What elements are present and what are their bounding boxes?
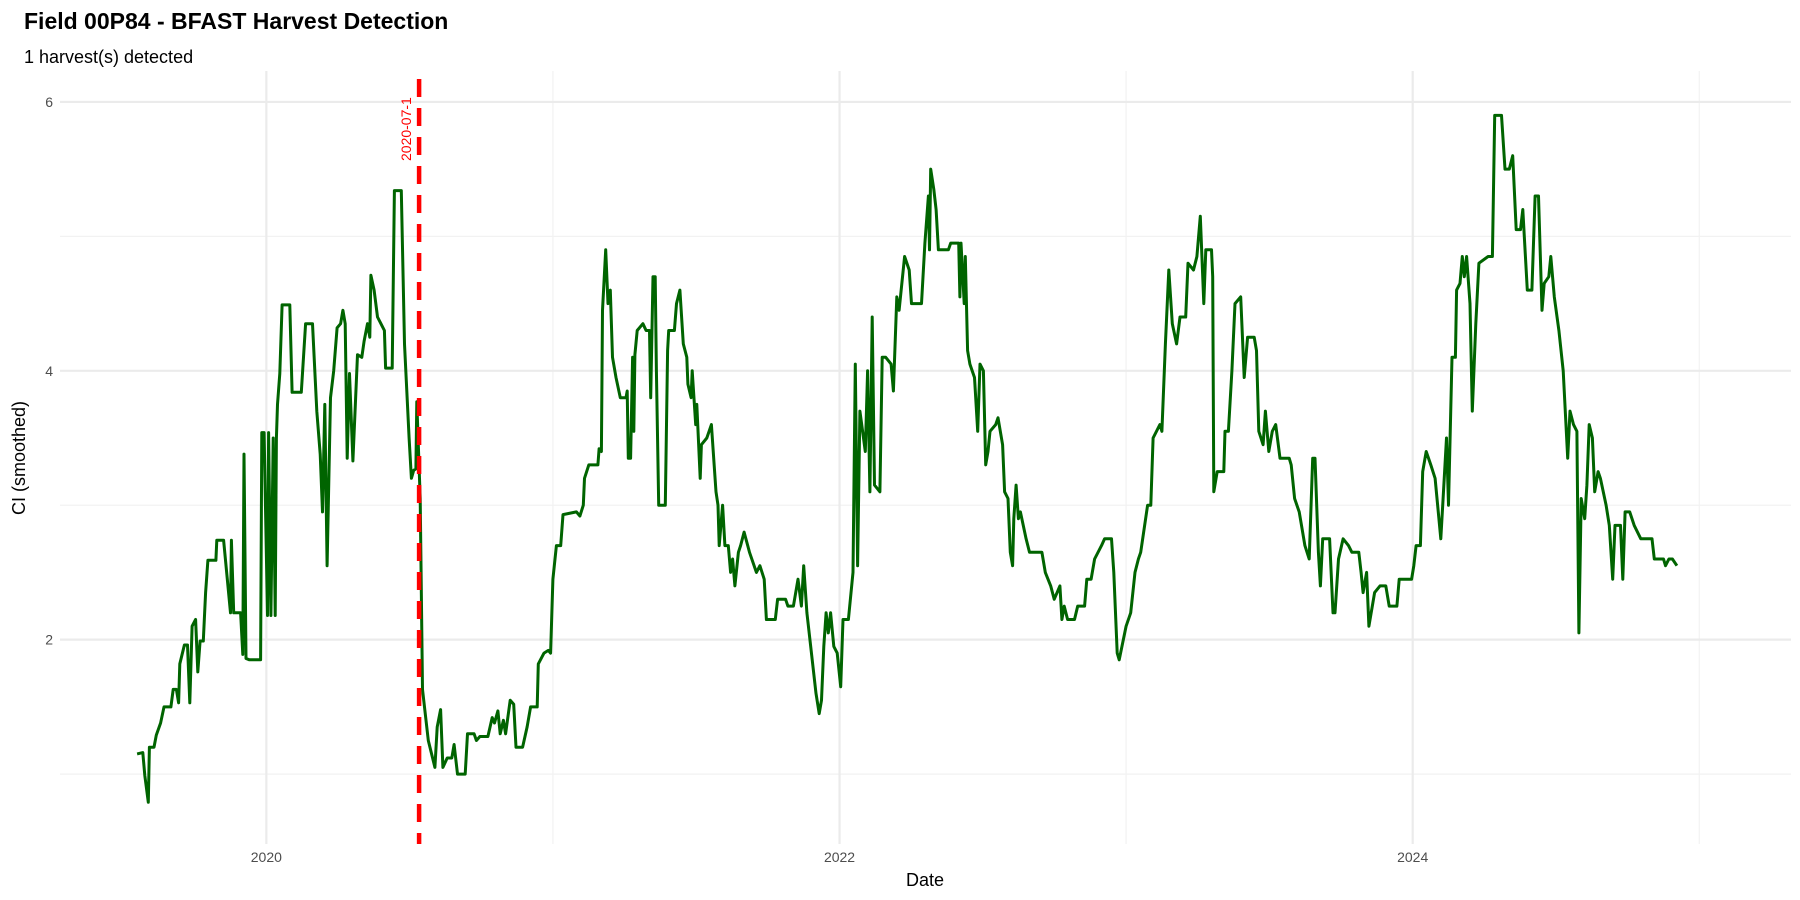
x-tick-label: 2024	[1397, 849, 1428, 865]
y-tick-label: 4	[45, 363, 53, 379]
ci-series-line	[136, 113, 1679, 804]
y-tick-label: 2	[45, 632, 53, 648]
x-tick-label: 2020	[251, 849, 282, 865]
series-layer	[136, 113, 1679, 804]
y-axis-title: CI (smoothed)	[9, 401, 29, 515]
chart-title: Field 00P84 - BFAST Harvest Detection	[24, 8, 448, 34]
x-tick-label: 2022	[824, 849, 855, 865]
x-axis-ticks: 2020 2022 2024	[251, 849, 1429, 865]
chart-subtitle: 1 harvest(s) detected	[24, 47, 193, 67]
harvest-date-label: 2020-07-1	[398, 97, 414, 161]
harvest-lines: 2020-07-1	[398, 79, 422, 844]
grid	[60, 71, 1791, 844]
y-axis-ticks: 2 4 6	[45, 94, 53, 648]
x-axis-title: Date	[906, 870, 944, 890]
y-tick-label: 6	[45, 94, 53, 110]
